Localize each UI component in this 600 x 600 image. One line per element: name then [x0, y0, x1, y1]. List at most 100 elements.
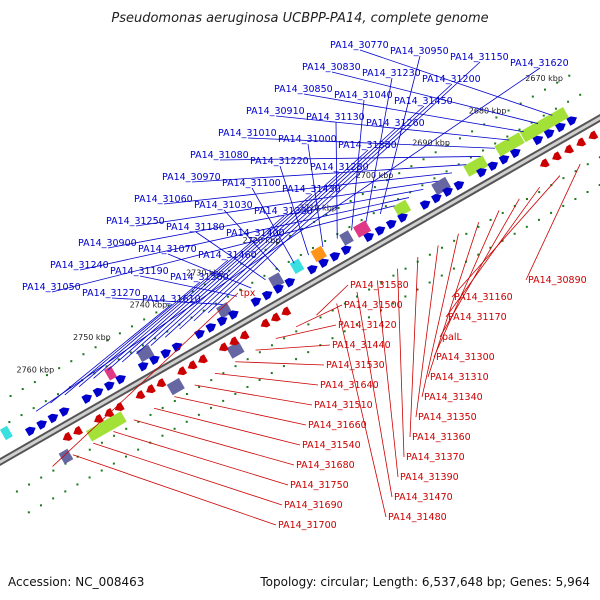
tick-dot [21, 388, 24, 391]
tick-dot [550, 211, 553, 214]
kbp-tick-label: 2750 kbp [73, 333, 111, 342]
tick-dot [137, 420, 140, 423]
reverse-gene-label: PA14_31350 [418, 412, 477, 423]
orf-box [226, 341, 245, 359]
forward-gene-arrow [58, 407, 70, 417]
tick-dot [275, 267, 278, 270]
reverse-gene-arrow [229, 336, 240, 346]
forward-gene-label: PA14_31430 [282, 184, 341, 195]
reverse-gene-labels: PA14_30890 PA14_31160 PA14_31170 palL PA14_3… [52, 163, 587, 531]
kbp-tick-label: 2760 kbp [17, 366, 55, 375]
tick-dot [155, 311, 158, 314]
orf-boxes [0, 106, 569, 465]
reverse-gene-arrow [218, 342, 229, 352]
tick-dot [129, 351, 132, 354]
tick-dot [143, 318, 146, 321]
reverse-gene-arrow [104, 408, 115, 417]
reverse-gene-arrow [62, 431, 73, 441]
forward-gene-arrow [532, 135, 544, 146]
tick-dot [105, 365, 108, 368]
tick-dot [117, 358, 120, 361]
reverse-label-leader [52, 292, 239, 467]
tick-dot [489, 246, 492, 249]
tick-dot [380, 281, 383, 284]
reverse-gene-arrow [156, 378, 167, 388]
tick-dot [513, 232, 516, 235]
tick-dot [137, 448, 140, 451]
forward-label-leader [193, 83, 453, 322]
tick-dot [537, 218, 540, 221]
tick-dot [113, 434, 116, 437]
reverse-label-leader [356, 291, 393, 498]
reverse-gene-arrow [588, 130, 599, 140]
reverse-gene-label: PA14_31340 [424, 392, 483, 403]
reverse-gene-label: PA14_31500 [344, 300, 403, 311]
tick-dot [428, 281, 431, 284]
reverse-gene-label: PA14_30890 [528, 275, 587, 286]
forward-gene-labels: PA14_30770 PA14_30830 PA14_30850 PA14_30910… [22, 40, 569, 412]
forward-gene-arrow [566, 116, 578, 126]
forward-gene-arrow [92, 387, 104, 398]
tick-dot [457, 163, 460, 166]
tick-dot [100, 469, 103, 472]
tick-dot [258, 379, 261, 382]
tick-dot [372, 212, 375, 215]
reverse-gene-arrow [539, 158, 550, 168]
tick-dot [586, 191, 589, 194]
tick-dot [203, 283, 206, 286]
tick-dot [519, 102, 522, 105]
forward-gene-label: PA14_31620 [510, 58, 569, 69]
reverse-gene-label: PA14_31300 [436, 352, 495, 363]
forward-gene-arrow [171, 342, 183, 353]
forward-gene-arrow [453, 181, 465, 191]
tick-dot [270, 344, 273, 347]
forward-label-leader [50, 303, 173, 404]
reverse-gene-label: PA14_31640 [320, 380, 379, 391]
tick-dot [198, 386, 201, 389]
orf-box [58, 448, 74, 465]
tick-dot [477, 225, 480, 228]
tick-dot [246, 385, 249, 388]
tick-dot [586, 163, 589, 166]
reverse-label-leader [336, 303, 387, 518]
forward-gene-label: PA14_30900 [78, 238, 137, 249]
orf-box [519, 106, 569, 143]
tick-dot [404, 295, 407, 298]
tick-dot [307, 351, 310, 354]
tick-dot [88, 476, 91, 479]
tick-dot [15, 490, 18, 493]
tick-dot [453, 239, 456, 242]
tick-dot [531, 95, 534, 98]
kbp-tick-label: 2720 kbp [243, 236, 281, 245]
tick-dot [343, 302, 346, 305]
tick-dot [270, 372, 273, 375]
orf-box [86, 411, 127, 442]
forward-gene-label: PA14_31250 [106, 216, 165, 227]
tick-dot [288, 234, 291, 237]
tick-dot [27, 511, 30, 514]
tick-dot [452, 267, 455, 270]
tick-dot [197, 413, 200, 416]
tick-dot [469, 156, 472, 159]
reverse-gene-arrow [281, 306, 292, 316]
tick-dot [191, 290, 194, 293]
tick-dot [141, 344, 144, 347]
tick-dot [337, 206, 340, 209]
tick-dot [324, 239, 327, 242]
tick-dot [543, 88, 546, 91]
forward-gene-label: PA14_31270 [82, 288, 141, 299]
forward-label-leader [135, 180, 438, 227]
reverse-gene-label: PA14_31680 [296, 460, 355, 471]
forward-gene-arrow [431, 193, 442, 204]
tick-dot [409, 191, 412, 194]
tick-dot [307, 323, 310, 326]
forward-label-leader [195, 231, 266, 281]
reverse-gene-label: PA14_31690 [284, 500, 343, 511]
reverse-gene-arrow [239, 330, 250, 340]
tick-dot [428, 253, 431, 256]
forward-gene-arrow [36, 420, 47, 430]
kbp-tick-label: 2740 kbp [130, 301, 168, 310]
tick-dot [349, 200, 352, 203]
tick-dot [226, 295, 229, 298]
